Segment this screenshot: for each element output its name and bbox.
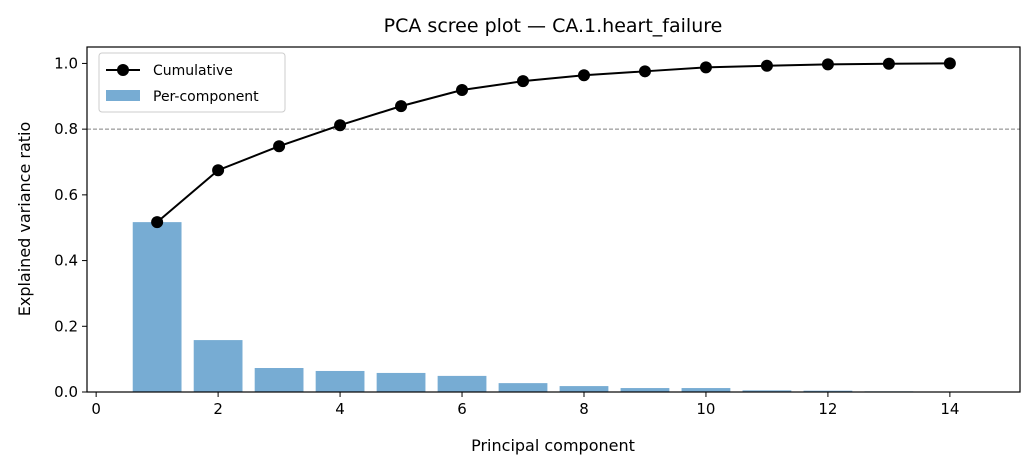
x-tick-label: 12: [818, 400, 837, 418]
x-tick-label: 2: [213, 400, 223, 418]
cumulative-point: [212, 164, 224, 176]
y-axis-label: Explained variance ratio: [15, 122, 34, 317]
cumulative-point: [395, 100, 407, 112]
y-tick-label: 0.2: [54, 317, 78, 335]
y-tick-label: 0.6: [54, 186, 78, 204]
y-tick-label: 1.0: [54, 54, 78, 72]
cumulative-point: [578, 69, 590, 81]
x-axis-label: Principal component: [471, 436, 635, 455]
x-tick-label: 8: [579, 400, 589, 418]
cumulative-point: [151, 216, 163, 228]
bar: [316, 371, 365, 392]
cumulative-point: [883, 58, 895, 70]
x-tick-label: 10: [696, 400, 715, 418]
cumulative-point: [761, 60, 773, 72]
cumulative-point: [273, 140, 285, 152]
cumulative-point: [944, 57, 956, 69]
bar: [133, 222, 182, 392]
cumulative-point: [334, 119, 346, 131]
bar: [255, 368, 304, 392]
x-tick-label: 6: [457, 400, 467, 418]
y-tick-label: 0.0: [54, 383, 78, 401]
cumulative-point: [639, 65, 651, 77]
legend: Cumulative Per-component: [99, 53, 285, 112]
y-tick-label: 0.4: [54, 252, 78, 270]
chart-title: PCA scree plot — CA.1.heart_failure: [384, 15, 723, 37]
x-tick-label: 14: [940, 400, 959, 418]
bar: [194, 340, 243, 392]
x-tick-label: 4: [335, 400, 345, 418]
cumulative-point: [456, 84, 468, 96]
legend-label-cumulative: Cumulative: [153, 63, 233, 79]
cumulative-point: [700, 61, 712, 73]
cumulative-point: [517, 75, 529, 87]
cumulative-point: [822, 58, 834, 70]
bar: [438, 376, 487, 392]
bar: [499, 383, 548, 392]
x-tick-label: 0: [91, 400, 101, 418]
legend-marker-cumulative: [117, 64, 129, 76]
bar: [377, 373, 426, 392]
legend-swatch-per-component: [106, 90, 140, 101]
y-tick-label: 0.8: [54, 120, 78, 138]
legend-label-per-component: Per-component: [153, 89, 259, 105]
bar: [560, 386, 609, 392]
